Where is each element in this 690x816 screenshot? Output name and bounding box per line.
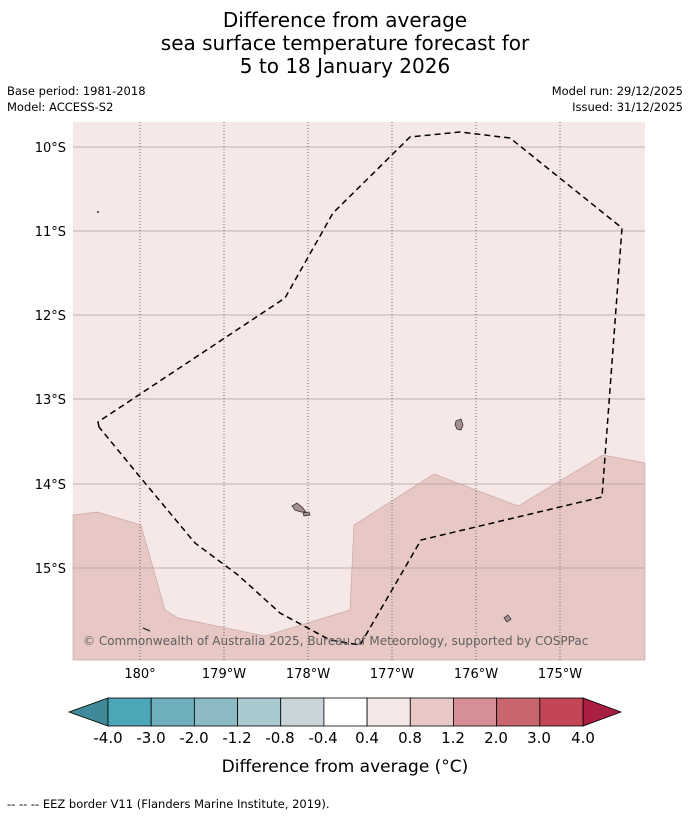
lat-tick-11s: 11°S [35, 225, 66, 240]
lon-tick-176w: 176°W [454, 667, 498, 682]
colorbar-tick: 0.4 [355, 729, 379, 747]
base-period-label: Base period: 1981-2018 [7, 84, 146, 98]
colorbar-segment [237, 697, 282, 727]
title-line-1: Difference from average [222, 8, 468, 32]
colorbar-tick: -1.2 [222, 729, 251, 747]
colorbar-tick-labels: -4.0 -3.0 -2.0 -1.2 -0.8 -0.4 0.4 0.8 1.… [93, 729, 595, 747]
meta-left: Base period: 1981-2018 Model: ACCESS-S2 [7, 83, 146, 115]
islet-marker-west [97, 211, 99, 213]
lon-tick-180: 180° [124, 667, 155, 682]
lon-tick-178w: 178°W [286, 667, 330, 682]
island-wallis [291, 502, 307, 513]
colorbar-segment [496, 697, 541, 727]
colorbar-tick: 0.8 [398, 729, 422, 747]
island-small-east [503, 614, 512, 623]
copyright-notice: © Commonwealth of Australia 2025, Bureau… [83, 634, 588, 648]
lat-tick-12s: 12°S [35, 309, 66, 324]
colorbar-segment [366, 697, 411, 727]
colorbar-segment [453, 697, 498, 727]
colorbar-tick: -3.0 [136, 729, 165, 747]
colorbar-segment [107, 697, 152, 727]
lat-gridlines [73, 146, 645, 569]
colorbar-segment [323, 697, 368, 727]
lon-tick-175w: 175°W [538, 667, 582, 682]
lat-tick-13s: 13°S [35, 393, 66, 408]
colorbar-segment [539, 697, 584, 727]
lat-tick-15s: 15°S [35, 562, 66, 577]
title-line-2: sea surface temperature forecast for [160, 31, 530, 55]
lon-tick-labels: 180° 179°W 178°W 177°W 176°W 175°W [124, 667, 582, 682]
lon-tick-177w: 177°W [370, 667, 414, 682]
lat-tick-14s: 14°S [35, 478, 66, 493]
colorbar-extend-high [582, 697, 623, 727]
colorbar-tick: 2.0 [484, 729, 508, 747]
colorbar-segment [193, 697, 238, 727]
colorbar-segment [280, 697, 325, 727]
islet-marker-southwest [142, 627, 151, 632]
lat-tick-10s: 10°S [35, 141, 66, 156]
lon-tick-179w: 179°W [202, 667, 246, 682]
eez-border [97, 131, 623, 646]
colorbar-tick: 3.0 [527, 729, 551, 747]
title-line-3: 5 to 18 January 2026 [239, 54, 451, 78]
colorbar-tick: -2.0 [179, 729, 208, 747]
colorbar [67, 697, 623, 727]
island-wallis-islet [302, 511, 311, 517]
map-figure: © Commonwealth of Australia 2025, Bureau… [35, 122, 646, 777]
model-label: Model: ACCESS-S2 [7, 100, 114, 114]
colorbar-tick: 1.2 [441, 729, 465, 747]
colorbar-segment [409, 697, 454, 727]
colorbar-tick: -4.0 [93, 729, 122, 747]
colorbar-tick: -0.4 [308, 729, 337, 747]
issued-label: Issued: 31/12/2025 [572, 100, 683, 114]
colorbar-segment [150, 697, 195, 727]
meta-right: Model run: 29/12/2025 Issued: 31/12/2025 [552, 83, 683, 115]
lat-tick-labels: 10°S 11°S 12°S 13°S 14°S 15°S [35, 141, 66, 577]
colorbar-extend-low [67, 697, 109, 727]
colorbar-tick: -0.8 [265, 729, 294, 747]
model-run-label: Model run: 29/12/2025 [551, 84, 683, 98]
eez-legend-note: -- -- -- EEZ border V11 (Flanders Marine… [7, 797, 330, 811]
island-niuafo-ou [454, 418, 464, 431]
colorbar-tick: 4.0 [571, 729, 595, 747]
colorbar-title: Difference from average (°C) [222, 757, 469, 777]
anomaly-region-medium [72, 454, 646, 661]
